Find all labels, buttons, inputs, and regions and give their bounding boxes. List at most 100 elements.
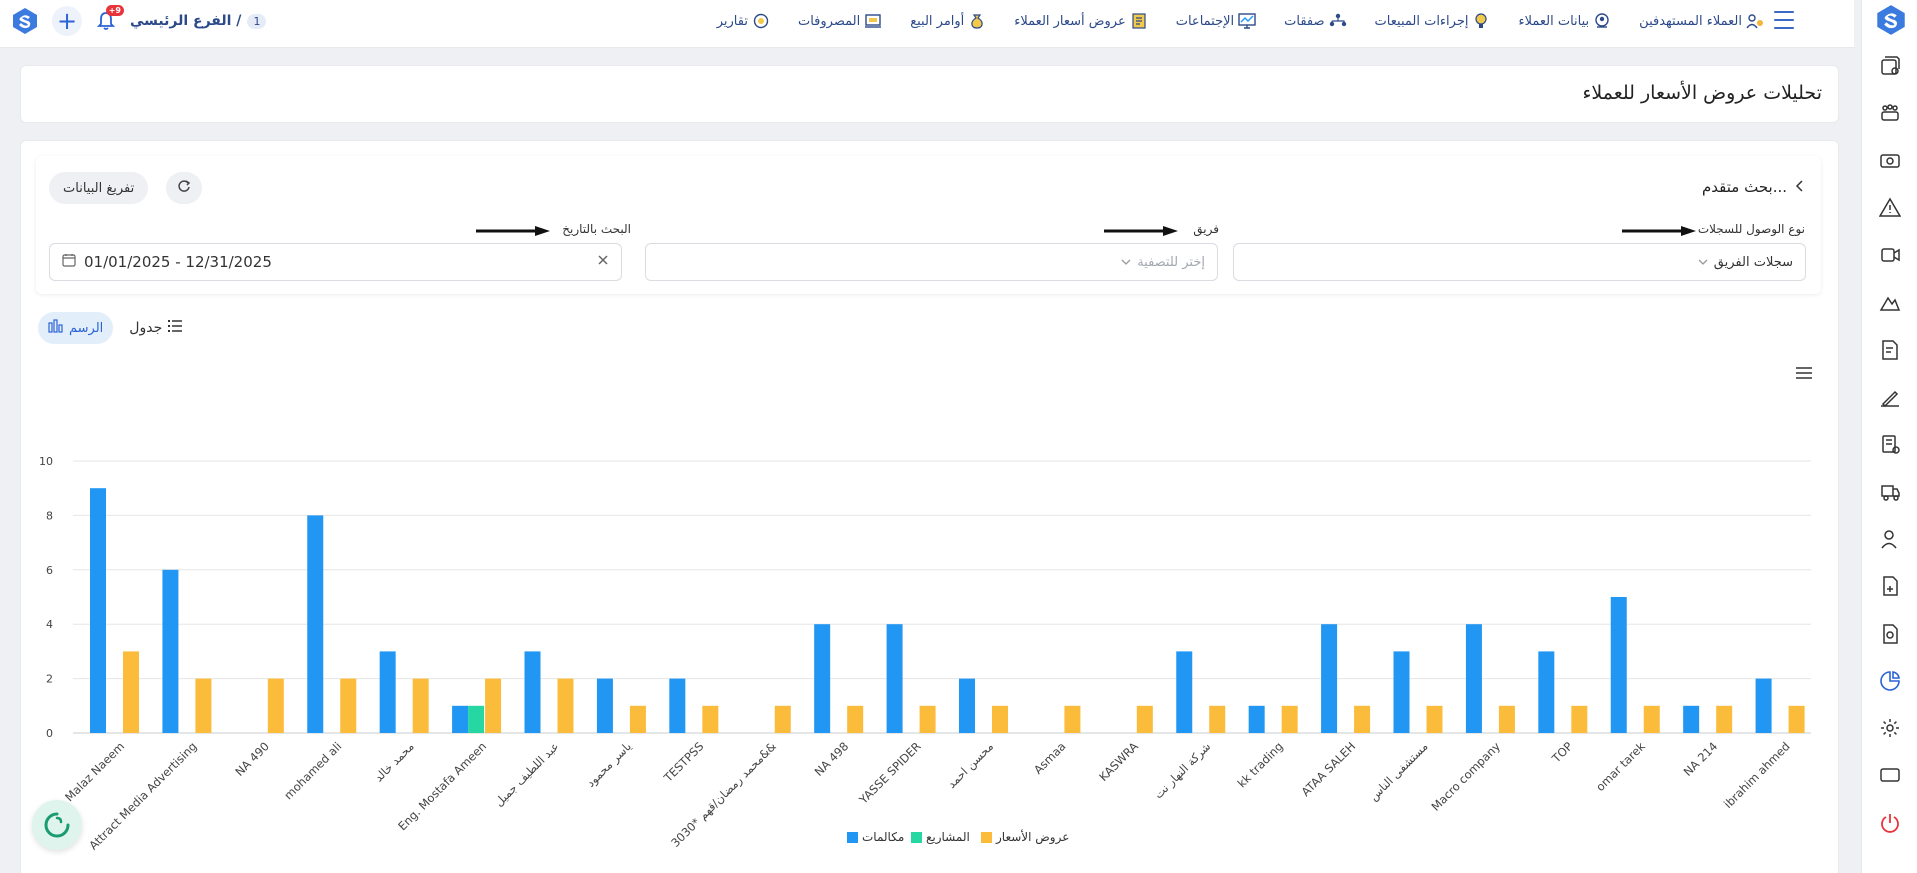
legend-swatch [847,832,858,843]
printer-icon[interactable] [1878,432,1902,456]
bar-calls [1755,678,1772,733]
nav-expenses[interactable]: المصروفات [798,13,882,29]
bar-quotes [1643,705,1660,733]
nav-customer-data[interactable]: بيانات العملاء [1518,13,1611,29]
y-tick-label: 8 [46,509,53,522]
bar-calls [452,705,469,733]
x-category-label: kk trading [1235,739,1286,790]
bar-calls [90,488,106,733]
clear-data-button[interactable]: تفريغ البيانات [49,172,149,204]
page-title: تحليلات عروض الأسعار للعملاء [1582,82,1822,104]
bar-quotes [1354,705,1371,733]
bar-quotes [1064,705,1081,733]
x-category-label: TOP [1549,739,1576,766]
quotes-icon [1130,13,1148,29]
bar-quotes [702,705,719,733]
bar-quotes [774,705,791,733]
top-left-tools: + +9 الفرع الرئيسي / 1 [10,5,267,36]
advanced-search-label: بحث متقدم... [1702,178,1787,196]
bar-calls [1321,624,1338,733]
bar-quotes [1136,705,1153,733]
x-category-label: مستشفى الناس [1366,739,1431,804]
app-logo-icon[interactable] [10,6,40,36]
page-title-card: تحليلات عروض الأسعار للعملاء [20,65,1839,123]
bar-quotes [1209,705,1226,733]
signature-icon[interactable] [1878,385,1902,409]
invoice-icon[interactable] [1878,338,1902,362]
mountain-icon[interactable] [1878,290,1902,314]
team-select[interactable]: إختر للتصفية [645,243,1218,281]
bar-quotes [1716,705,1733,733]
document-add-icon[interactable] [1878,574,1902,598]
legend-swatch [911,832,922,843]
table-view-label: جدول [129,320,163,336]
access-type-label: نوع الوصول للسجلات [1697,222,1805,236]
bar-calls [959,678,975,733]
bar-quotes [557,678,574,733]
clear-date-icon[interactable] [597,254,609,270]
sidebar-icons [1862,54,1917,835]
chart-menu-icon[interactable] [1796,367,1812,379]
nav-target-customers[interactable]: العملاء المستهدفين [1639,13,1764,29]
refresh-button[interactable] [166,172,202,204]
warning-icon[interactable] [1878,196,1902,220]
bar-calls [886,624,903,733]
settings-gear-icon[interactable] [1878,716,1902,740]
notifications-bell-icon[interactable]: +9 [94,5,124,33]
legend-swatch [981,832,992,843]
calendar-icon [62,253,76,271]
bar-calls [307,515,324,733]
x-category-label: NA 214 [1681,739,1721,779]
analytics-icon[interactable] [1878,669,1902,693]
table-view-button[interactable]: جدول [129,319,183,337]
access-type-value: سجلات الفريق [1713,254,1793,270]
add-button[interactable]: + [52,6,82,36]
chevron-down-icon [1121,255,1131,270]
x-category-label: NA 498 [812,739,852,779]
legend-label: عروض الأسعار [995,829,1069,845]
delivery-icon[interactable] [1878,480,1902,504]
x-category-label: ATAA SALEH [1298,739,1358,799]
nav-meetings[interactable]: الإجتماعات [1176,13,1256,29]
notifications-badge: +9 [105,5,124,16]
window-icon[interactable] [1878,763,1902,787]
nav-deals[interactable]: صفقات [1284,13,1346,29]
assistant-fab-button[interactable] [32,800,82,850]
nav-label: تقارير [716,13,748,29]
chevron-left-icon [1795,178,1805,196]
nav-sales-orders[interactable]: أوامر البيع [910,13,986,29]
bar-quotes [123,651,139,733]
sales-actions-icon [1472,13,1490,29]
document-search-icon[interactable] [1878,622,1902,646]
bar-quotes [485,678,502,733]
nav-label: أوامر البيع [910,13,965,29]
bar-quotes [919,705,936,733]
team-icon[interactable] [1878,101,1902,125]
advanced-search-toggle[interactable]: بحث متقدم... [1702,178,1805,196]
x-category-label: ibrahim ahmed [1721,739,1793,811]
customer-data-icon [1593,13,1611,29]
branch-selector[interactable]: الفرع الرئيسي / 1 [130,13,267,29]
menu-toggle-icon[interactable] [1774,11,1794,29]
date-range-input[interactable]: 01/01/2025 - 12/31/2025 [49,243,622,281]
chart-view-button[interactable]: الرسم [38,312,114,344]
access-type-select[interactable]: سجلات الفريق [1233,243,1806,281]
new-record-icon[interactable] [1878,54,1902,78]
main-nav: العملاء المستهدفين بيانات العملاء إجراءا… [717,0,1764,42]
user-edit-icon[interactable] [1878,527,1902,551]
x-category-label: ياسر محمود [583,739,634,790]
power-logout-icon[interactable] [1878,811,1902,835]
cash-icon[interactable] [1878,149,1902,173]
nav-label: العملاء المستهدفين [1639,13,1742,29]
bar-calls [1248,705,1265,733]
sidebar-logo-icon[interactable] [1875,4,1907,36]
legend-label: مكالمات [862,830,904,844]
nav-sales-actions[interactable]: إجراءات المبيعات [1375,13,1491,29]
bar-quotes [267,678,284,733]
nav-reports[interactable]: تقارير [717,13,770,29]
nav-quotes[interactable]: عروض أسعار العملاء [1014,13,1147,29]
video-call-icon[interactable] [1878,243,1902,267]
x-category-label: عبد اللطيف جميل [492,739,562,809]
x-category-label: Macro company [1428,739,1503,814]
